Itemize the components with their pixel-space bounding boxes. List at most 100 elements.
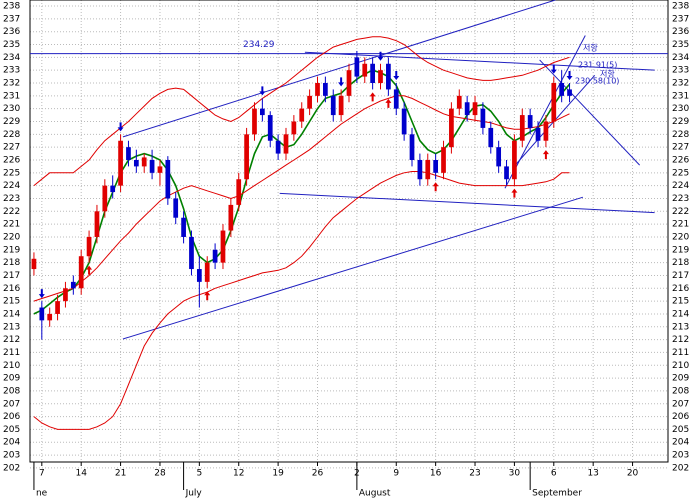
candle-body [275, 140, 281, 154]
y-tick-label: 233 [3, 66, 20, 76]
y-tick-label: 233 [672, 66, 689, 76]
y-tick-label: 213 [3, 322, 20, 332]
y-tick-label: 235 [3, 40, 20, 50]
y-tick-label: 209 [3, 374, 20, 384]
y-tick-label: 232 [3, 79, 20, 89]
candle-body [512, 140, 517, 180]
candle-body [291, 121, 297, 135]
annotation: 저항 [583, 44, 598, 53]
sell-arrow [259, 86, 266, 96]
y-tick-label: 225 [672, 168, 689, 178]
y-tick-label: 223 [672, 194, 689, 204]
trendline [122, 196, 584, 340]
x-tick-label: 14 [75, 469, 87, 479]
y-tick-label: 216 [3, 284, 20, 294]
candle-body [330, 95, 336, 116]
y-tick-label: 218 [672, 258, 689, 268]
x-tick-label: 7 [39, 469, 45, 479]
candle-body [63, 288, 68, 302]
y-tick-label: 215 [3, 297, 20, 307]
sell-arrow [550, 64, 557, 74]
y-tick-label: 232 [672, 79, 689, 89]
x-tick-label: 21 [115, 469, 126, 479]
candle-body [70, 281, 76, 289]
candle-body [118, 140, 123, 186]
buy-arrow [204, 291, 211, 301]
candle-body [386, 63, 391, 90]
candle-body [519, 115, 525, 141]
y-tick-label: 204 [672, 438, 689, 448]
y-tick-label: 203 [3, 451, 20, 461]
y-tick-label: 220 [3, 232, 20, 242]
candle-body [133, 159, 139, 167]
y-tick-label: 204 [3, 438, 20, 448]
y-tick-label: 237 [672, 14, 689, 24]
x-tick-label: 28 [154, 469, 166, 479]
candle-body [551, 83, 557, 122]
y-tick-label: 215 [672, 297, 689, 307]
candle-body [86, 236, 92, 257]
annotation: 231.91(5) [578, 61, 617, 70]
buy-arrow [511, 188, 518, 198]
candle-body [165, 159, 171, 199]
y-tick-label: 218 [3, 258, 20, 268]
candle-body [31, 258, 37, 270]
y-tick-label: 208 [3, 386, 20, 396]
buy-arrow [86, 265, 93, 275]
x-tick-label: 19 [272, 469, 284, 479]
y-tick-label: 231 [672, 91, 689, 101]
sell-arrow [377, 51, 384, 61]
candle-body [417, 159, 423, 180]
candle-body [559, 83, 565, 96]
y-tick-label: 202 [672, 463, 689, 473]
candle-body [464, 102, 470, 116]
buy-arrow [369, 92, 376, 102]
candle-body [212, 249, 218, 263]
sell-arrow [38, 289, 45, 299]
y-tick-label: 236 [672, 27, 689, 37]
y-tick-label: 216 [672, 284, 689, 294]
candle-body [173, 198, 179, 218]
y-tick-label: 212 [672, 335, 689, 345]
candle-body [126, 147, 131, 160]
y-tick-label: 219 [672, 245, 689, 255]
candle-body [259, 108, 265, 116]
sell-arrow [117, 122, 124, 132]
candle-body [47, 313, 53, 321]
candle-body [323, 83, 328, 96]
buy-arrow [542, 150, 549, 160]
x-tick-label: 5 [196, 469, 202, 479]
y-tick-label: 227 [3, 143, 20, 153]
x-tick-label: 26 [312, 469, 324, 479]
candle-body [456, 95, 462, 109]
trendline [122, 0, 556, 138]
candle-body [346, 70, 352, 96]
candle-body [149, 159, 155, 173]
candle-body [409, 134, 415, 160]
y-tick-label: 234 [672, 53, 689, 63]
month-label: September [532, 489, 582, 499]
y-tick-label: 234 [3, 53, 20, 63]
y-tick-label: 228 [3, 130, 20, 140]
candle-body [181, 217, 186, 237]
y-tick-label: 226 [672, 155, 689, 165]
y-tick-label: 238 [672, 2, 689, 12]
y-tick-label: 206 [3, 412, 20, 422]
band-line [33, 171, 570, 430]
candle-body [362, 63, 368, 77]
candle-body [393, 89, 399, 109]
candle-body [354, 57, 360, 77]
y-tick-label: 205 [672, 425, 689, 435]
trendline [504, 35, 586, 189]
candle-body [488, 127, 494, 148]
x-tick-label: 20 [627, 469, 639, 479]
y-tick-label: 210 [672, 361, 689, 371]
y-tick-label: 238 [3, 2, 20, 12]
y-tick-label: 225 [3, 168, 20, 178]
y-tick-label: 222 [672, 207, 689, 217]
candle-body [480, 108, 486, 128]
candle-body [433, 159, 439, 173]
candle-body [94, 211, 100, 237]
y-tick-label: 210 [3, 361, 20, 371]
